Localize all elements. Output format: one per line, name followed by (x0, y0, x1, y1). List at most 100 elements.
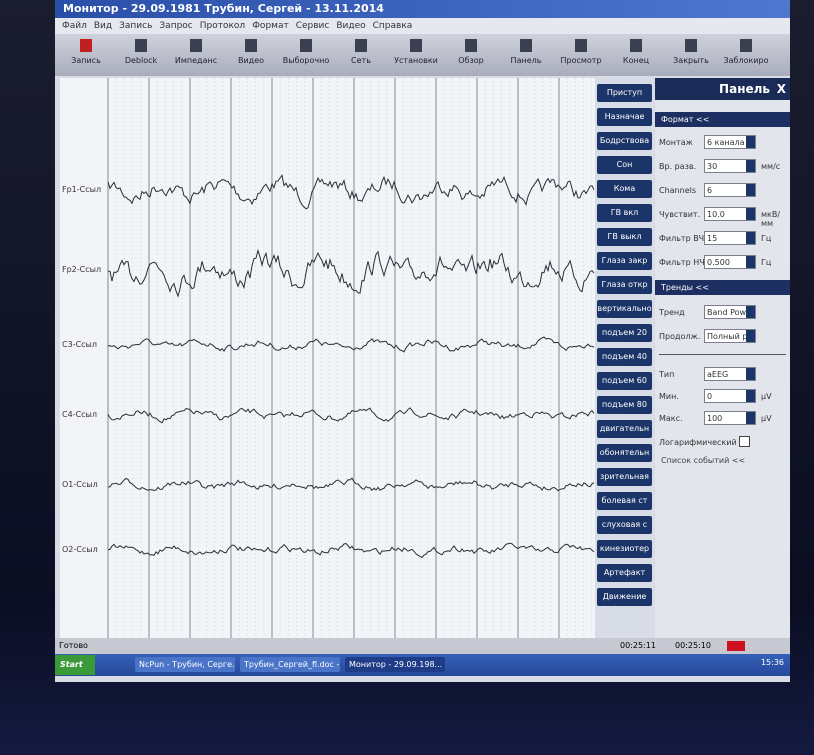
event-button[interactable]: Глаза закр (597, 252, 652, 270)
close-button[interactable]: X (777, 78, 786, 100)
toolbar-button[interactable]: Обзор (446, 37, 496, 73)
event-button[interactable]: Движение (597, 588, 652, 606)
eeg-trace (108, 337, 594, 352)
event-button[interactable]: двигательн (597, 420, 652, 438)
toolbar-icon (520, 39, 532, 52)
menu-item[interactable]: Сервис (296, 21, 330, 31)
event-button[interactable]: ГВ выкл (597, 228, 652, 246)
toolbar-label: Просмотр (560, 56, 601, 65)
menu-item[interactable]: Справка (373, 21, 413, 31)
toolbar-icon (80, 39, 92, 52)
record-indicator (727, 641, 745, 651)
channel-label: Fp1-Ссыл (62, 185, 101, 194)
toolbar-label: Импеданс (175, 56, 217, 65)
toolbar-icon (685, 39, 697, 52)
event-button[interactable]: Сон (597, 156, 652, 174)
toolbar-button[interactable]: Конец (611, 37, 661, 73)
event-button[interactable]: Глаза откр (597, 276, 652, 294)
toolbar-label: Панель (511, 56, 542, 65)
toolbar-button[interactable]: Панель (501, 37, 551, 73)
dropdown[interactable]: 0 (704, 389, 756, 403)
toolbar-button[interactable]: Закрыть (666, 37, 716, 73)
dropdown[interactable]: 30 (704, 159, 756, 173)
eeg-trace (108, 543, 594, 557)
task-button[interactable]: NcPun - Трубин, Серге... (135, 657, 235, 672)
status-bar: Готово 00:25:11 00:25:10 (55, 638, 790, 654)
toolbar-button[interactable]: Запись (61, 37, 111, 73)
event-button[interactable]: болевая ст (597, 492, 652, 510)
field-label: Вр. разв. (659, 162, 696, 171)
dropdown[interactable]: 6 канала (704, 135, 756, 149)
field-label: Монтаж (659, 138, 693, 147)
menu-item[interactable]: Файл (62, 21, 87, 31)
event-button[interactable]: подъем 20 (597, 324, 652, 342)
toolbar-label: Сеть (351, 56, 371, 65)
menu-item[interactable]: Формат (252, 21, 289, 31)
dropdown[interactable]: Полный разм (704, 329, 756, 343)
toolbar-button[interactable]: Импеданс (171, 37, 221, 73)
eeg-trace (108, 408, 594, 423)
photo: Монитор - 29.09.1981 Трубин, Сергей - 13… (0, 0, 814, 755)
eeg-trace (108, 175, 594, 209)
event-button[interactable]: Бодрствова (597, 132, 652, 150)
title-bar: Монитор - 29.09.1981 Трубин, Сергей - 13… (55, 0, 790, 18)
menu-item[interactable]: Запрос (159, 21, 192, 31)
dropdown[interactable]: aEEG (704, 367, 756, 381)
section-header[interactable]: Формат << (655, 112, 790, 127)
event-button[interactable]: вертикально (597, 300, 652, 318)
event-button[interactable]: Приступ (597, 84, 652, 102)
channel-label: Fp2-Ссыл (62, 265, 101, 274)
dropdown[interactable]: 10.0 (704, 207, 756, 221)
toolbar-button[interactable]: Выборочно (281, 37, 331, 73)
menu-item[interactable]: Видео (336, 21, 365, 31)
event-button[interactable]: подъем 80 (597, 396, 652, 414)
field-label: Продолж. (659, 332, 700, 341)
eeg-plot (60, 78, 595, 638)
event-button[interactable]: зрительная (597, 468, 652, 486)
toolbar-button[interactable]: Просмотр (556, 37, 606, 73)
task-button[interactable]: Трубин_Сергей_fl.doc -... (240, 657, 340, 672)
section-header[interactable]: Тренды << (655, 280, 790, 295)
event-button[interactable]: Артефакт (597, 564, 652, 582)
event-button[interactable]: слуховая с (597, 516, 652, 534)
clock: 15:36 (761, 658, 784, 667)
dropdown[interactable]: Band Power (704, 305, 756, 319)
toolbar-button[interactable]: Deblock (116, 37, 166, 73)
event-button[interactable]: Кома (597, 180, 652, 198)
toolbar-label: Обзор (458, 56, 483, 65)
menu-item[interactable]: Вид (94, 21, 112, 31)
toolbar-icon (300, 39, 312, 52)
toolbar-button[interactable]: Сеть (336, 37, 386, 73)
menu-item[interactable]: Протокол (200, 21, 245, 31)
toolbar-icon (245, 39, 257, 52)
events-link[interactable]: Список событий << (661, 456, 745, 465)
dropdown[interactable]: 6 (704, 183, 756, 197)
event-button[interactable]: подъем 60 (597, 372, 652, 390)
status-time: 00:25:11 (620, 638, 656, 654)
taskbar: Start 15:36 NcPun - Трубин, Серге... Труб… (55, 654, 790, 676)
task-button[interactable]: Монитор - 29.09.198... (345, 657, 445, 672)
toolbar-button[interactable]: Видео (226, 37, 276, 73)
field-label: Тренд (659, 308, 685, 317)
toolbar-label: Конец (623, 56, 649, 65)
toolbar-button[interactable]: Заблокиро (721, 37, 771, 73)
dropdown[interactable]: 100 (704, 411, 756, 425)
event-button[interactable]: Назначае (597, 108, 652, 126)
checkbox[interactable] (739, 436, 750, 447)
panel-title: Панель (719, 78, 770, 100)
status-text: Готово (59, 638, 88, 654)
dropdown[interactable]: 0.500 (704, 255, 756, 269)
dropdown[interactable]: 15 (704, 231, 756, 245)
channel-label: C3-Ссыл (62, 340, 97, 349)
field-label: Тип (659, 370, 674, 379)
menu-item[interactable]: Запись (119, 21, 152, 31)
event-button[interactable]: ГВ вкл (597, 204, 652, 222)
toolbar-button[interactable]: Установки (391, 37, 441, 73)
side-panel: Панель X Формат << Монтаж 6 канала Вр. разв… (655, 78, 790, 638)
toolbar-icon (630, 39, 642, 52)
event-button[interactable]: обонятельн (597, 444, 652, 462)
event-button[interactable]: подъем 40 (597, 348, 652, 366)
event-button[interactable]: кинезиотер (597, 540, 652, 558)
start-button[interactable]: Start (55, 655, 95, 675)
